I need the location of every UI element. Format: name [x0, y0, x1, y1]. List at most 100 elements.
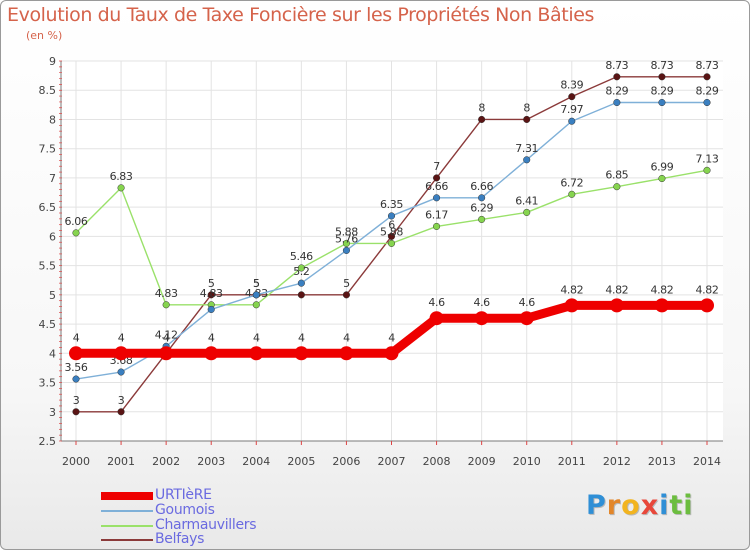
data-label-urti-re: 4.6 — [519, 296, 536, 309]
data-label-goumois: 6.66 — [470, 180, 493, 193]
data-label-belfays: 8.73 — [605, 59, 628, 72]
data-label-goumois: 8.29 — [650, 85, 673, 98]
data-point-charmauvillers — [613, 183, 621, 191]
data-label-belfays: 8.39 — [560, 79, 583, 92]
y-tick-label: 2.5 — [39, 435, 57, 448]
data-label-urti-re: 4.82 — [605, 283, 628, 296]
legend-swatch-belfays — [101, 539, 153, 541]
data-point-urti-re — [654, 298, 669, 313]
data-label-goumois: 6.35 — [380, 198, 403, 211]
data-label-goumois: 8.29 — [605, 85, 628, 98]
data-point-urti-re — [159, 346, 174, 361]
data-label-goumois: 5.76 — [335, 232, 358, 245]
data-label-charmauvillers: 6.17 — [425, 208, 448, 221]
data-point-belfays — [478, 115, 486, 124]
data-point-goumois — [613, 98, 621, 107]
data-point-urti-re — [114, 346, 129, 361]
data-label-charmauvillers: 4.83 — [200, 287, 223, 300]
data-label-charmauvillers: 6.41 — [515, 194, 538, 207]
x-tick-label: 2000 — [62, 455, 90, 468]
legend-swatch-charmauvillers — [101, 525, 153, 527]
y-tick-label: 4 — [49, 347, 56, 360]
data-point-charmauvillers — [658, 174, 666, 183]
data-point-goumois — [117, 368, 125, 376]
data-point-belfays — [433, 174, 441, 182]
x-tick-label: 2003 — [197, 455, 225, 468]
data-point-charmauvillers — [478, 215, 486, 223]
legend-swatch-urtiere — [101, 492, 153, 500]
logo-letter: i — [683, 490, 694, 521]
proxiti-logo: Proxiti — [586, 490, 694, 521]
x-tick-label: 2012 — [603, 455, 631, 468]
data-label-belfays: 8 — [523, 101, 530, 114]
data-point-goumois — [703, 98, 711, 107]
data-point-belfays — [297, 291, 305, 299]
data-point-belfays — [342, 291, 350, 299]
data-point-goumois — [72, 375, 80, 383]
data-label-urti-re: 4 — [118, 331, 125, 344]
data-label-belfays: 8.73 — [696, 59, 719, 72]
data-point-urti-re — [384, 346, 399, 361]
data-label-charmauvillers: 5.88 — [335, 225, 358, 238]
data-point-urti-re — [700, 298, 714, 313]
data-point-belfays — [613, 73, 621, 81]
legend-label-urtiere: URTIèRE — [155, 487, 212, 503]
logo-letter: x — [640, 490, 660, 521]
logo-letter: o — [621, 490, 641, 521]
legend-swatch-goumois — [101, 510, 153, 512]
data-point-goumois — [342, 246, 350, 254]
y-tick-label: 5 — [49, 289, 56, 302]
data-label-goumois: 3.56 — [65, 361, 88, 374]
data-label-urti-re: 4.6 — [428, 296, 445, 309]
data-label-urti-re: 4 — [388, 331, 395, 344]
legend-label-belfays: Belfays — [155, 531, 205, 547]
data-point-goumois — [433, 194, 441, 202]
y-tick-label: 6.5 — [39, 201, 57, 214]
data-point-urti-re — [519, 311, 534, 326]
data-label-urti-re: 4.82 — [696, 283, 719, 296]
data-point-belfays — [207, 291, 215, 299]
data-label-goumois: 4.12 — [155, 328, 178, 341]
data-point-urti-re — [249, 346, 264, 361]
data-label-goumois: 7.31 — [515, 142, 538, 155]
data-label-goumois: 5 — [253, 277, 260, 290]
data-point-charmauvillers — [162, 301, 170, 309]
x-tick-label: 2006 — [332, 455, 360, 468]
y-tick-label: 3.5 — [39, 377, 57, 390]
data-point-belfays — [387, 232, 396, 240]
x-tick-label: 2005 — [287, 455, 315, 468]
data-point-charmauvillers — [297, 264, 305, 272]
x-tick-label: 2001 — [107, 455, 135, 468]
data-label-belfays: 3 — [73, 394, 80, 407]
logo-letter: P — [586, 490, 607, 521]
y-tick-label: 7.5 — [39, 143, 57, 156]
data-label-goumois: 5.2 — [293, 265, 309, 278]
data-point-charmauvillers — [72, 229, 80, 237]
x-tick-label: 2014 — [693, 455, 721, 468]
logo-letter: r — [606, 490, 622, 521]
x-tick-label: 2002 — [152, 455, 180, 468]
data-point-urti-re — [609, 298, 624, 313]
data-point-goumois — [658, 98, 666, 107]
data-point-belfays — [523, 115, 531, 124]
data-label-urti-re: 4.6 — [473, 296, 490, 309]
x-tick-label: 2011 — [558, 455, 586, 468]
legend-label-charmauvillers: Charmauvillers — [155, 517, 257, 533]
data-point-charmauvillers — [342, 239, 350, 247]
data-point-belfays — [72, 408, 80, 416]
data-point-belfays — [117, 408, 125, 416]
x-tick-label: 2010 — [513, 455, 541, 468]
data-label-urti-re: 4 — [343, 331, 350, 344]
data-point-urti-re — [294, 346, 309, 361]
logo-letter: i — [659, 490, 670, 521]
chart-title: Evolution du Taux de Taxe Foncière sur l… — [7, 4, 595, 26]
data-label-urti-re: 4 — [253, 331, 260, 344]
data-point-urti-re — [474, 311, 489, 326]
data-point-charmauvillers — [703, 166, 711, 174]
data-point-goumois — [568, 117, 576, 125]
data-label-charmauvillers: 6.72 — [560, 176, 583, 189]
unit-label: (en %) — [26, 29, 63, 42]
data-point-belfays — [568, 93, 576, 101]
